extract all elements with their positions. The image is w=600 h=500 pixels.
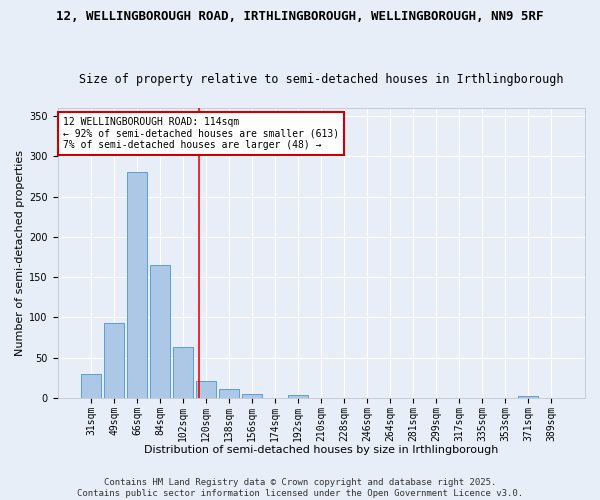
Title: Size of property relative to semi-detached houses in Irthlingborough: Size of property relative to semi-detach… xyxy=(79,73,563,86)
Bar xyxy=(127,172,147,398)
Text: 12, WELLINGBOROUGH ROAD, IRTHLINGBOROUGH, WELLINGBOROUGH, NN9 5RF: 12, WELLINGBOROUGH ROAD, IRTHLINGBOROUGH… xyxy=(56,10,544,23)
Bar xyxy=(518,396,538,398)
Bar xyxy=(289,394,308,398)
Bar xyxy=(151,265,170,398)
Text: 12 WELLINGBOROUGH ROAD: 114sqm
← 92% of semi-detached houses are smaller (613)
7: 12 WELLINGBOROUGH ROAD: 114sqm ← 92% of … xyxy=(63,116,339,150)
Bar xyxy=(242,394,262,398)
Bar xyxy=(82,374,101,398)
Bar xyxy=(173,347,193,398)
Bar xyxy=(104,323,124,398)
X-axis label: Distribution of semi-detached houses by size in Irthlingborough: Distribution of semi-detached houses by … xyxy=(144,445,499,455)
Bar xyxy=(220,389,239,398)
Text: Contains HM Land Registry data © Crown copyright and database right 2025.
Contai: Contains HM Land Registry data © Crown c… xyxy=(77,478,523,498)
Bar xyxy=(196,381,216,398)
Y-axis label: Number of semi-detached properties: Number of semi-detached properties xyxy=(15,150,25,356)
